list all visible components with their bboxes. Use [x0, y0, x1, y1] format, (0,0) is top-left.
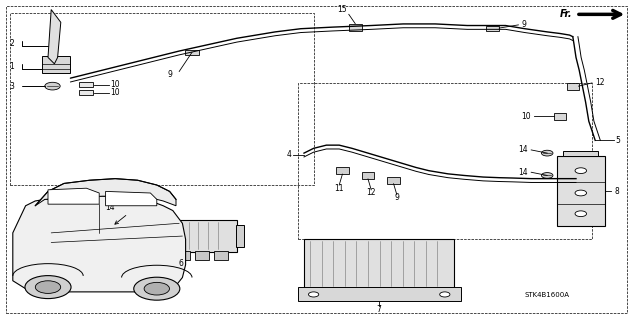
Text: Fr.: Fr.	[560, 9, 573, 19]
Circle shape	[541, 150, 553, 156]
Bar	[79, 82, 93, 87]
Circle shape	[308, 292, 319, 297]
Text: 11: 11	[335, 184, 344, 193]
Circle shape	[575, 211, 586, 217]
Bar	[214, 251, 228, 260]
Text: 9: 9	[394, 193, 399, 202]
Text: STK4B1600A: STK4B1600A	[525, 292, 570, 298]
Polygon shape	[106, 191, 157, 206]
Text: 10: 10	[110, 88, 120, 97]
Text: 12: 12	[367, 189, 376, 197]
Bar	[117, 225, 126, 247]
Text: 9: 9	[167, 70, 172, 79]
Bar	[298, 287, 461, 301]
Text: 6: 6	[179, 259, 183, 268]
Circle shape	[541, 173, 553, 178]
Circle shape	[134, 277, 180, 300]
Bar	[563, 151, 598, 156]
Text: 8: 8	[614, 187, 619, 196]
Bar	[195, 251, 209, 260]
Bar	[336, 167, 349, 174]
Text: 5: 5	[616, 136, 621, 145]
Polygon shape	[35, 179, 176, 206]
Text: 12: 12	[595, 78, 605, 87]
Polygon shape	[48, 10, 61, 64]
Text: 14: 14	[518, 168, 528, 177]
Text: 10: 10	[110, 80, 120, 89]
Text: 14: 14	[106, 203, 115, 212]
Bar	[486, 26, 499, 31]
Bar	[10, 13, 314, 185]
Bar	[557, 156, 605, 226]
Bar	[79, 90, 93, 95]
Circle shape	[575, 168, 586, 174]
Bar	[567, 83, 579, 90]
Circle shape	[25, 276, 71, 299]
Bar	[42, 56, 70, 73]
Text: 9: 9	[522, 20, 527, 29]
Polygon shape	[13, 196, 186, 292]
Bar	[157, 251, 171, 260]
Text: 3: 3	[9, 82, 14, 91]
Bar	[185, 50, 199, 55]
Text: 14: 14	[518, 145, 528, 154]
Polygon shape	[48, 188, 99, 204]
Circle shape	[35, 281, 61, 293]
Bar	[304, 239, 454, 289]
Text: 15: 15	[337, 5, 348, 14]
Bar	[125, 220, 237, 252]
Bar	[298, 83, 592, 239]
Bar	[554, 113, 566, 120]
Circle shape	[45, 82, 60, 90]
Bar	[362, 172, 374, 179]
Circle shape	[132, 209, 143, 215]
Bar	[138, 251, 152, 260]
Bar	[387, 177, 400, 184]
Circle shape	[440, 292, 450, 297]
Bar	[176, 251, 190, 260]
Text: 7: 7	[377, 305, 381, 314]
Circle shape	[144, 282, 170, 295]
Circle shape	[575, 190, 586, 196]
Bar	[349, 24, 362, 31]
Text: 10: 10	[522, 112, 531, 121]
Text: 2: 2	[10, 39, 14, 48]
Text: 4: 4	[286, 150, 291, 159]
Bar	[236, 225, 244, 247]
Text: 1: 1	[10, 62, 14, 70]
